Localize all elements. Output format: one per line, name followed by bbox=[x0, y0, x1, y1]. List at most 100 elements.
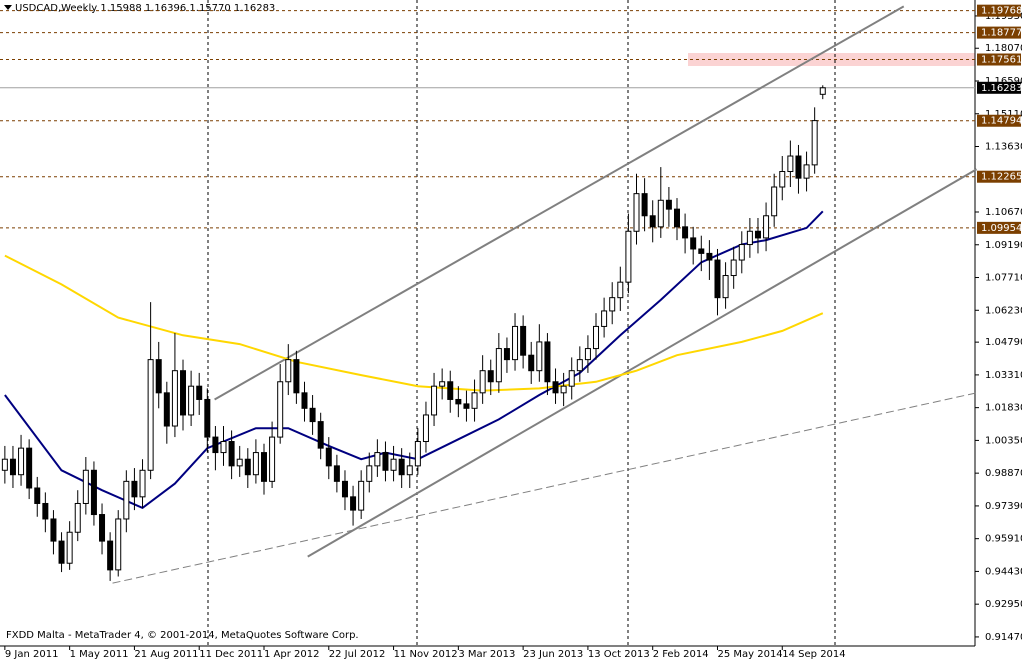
x-tick-label: 1 May 2011 bbox=[70, 649, 129, 660]
candle-body bbox=[155, 359, 162, 394]
level-label-box bbox=[977, 114, 1021, 127]
y-tick-label: 1.04790 bbox=[985, 337, 1022, 348]
candle-body bbox=[358, 480, 365, 511]
y-tick-label: 1.16590 bbox=[985, 76, 1022, 87]
x-tick-label: 13 Oct 2013 bbox=[588, 649, 650, 660]
candle-body bbox=[252, 452, 259, 476]
candle-body bbox=[50, 518, 57, 542]
candle-body bbox=[439, 381, 446, 387]
candle-body bbox=[236, 458, 243, 467]
candle-body bbox=[552, 381, 559, 394]
candle-body bbox=[479, 370, 486, 394]
candle-body bbox=[82, 469, 89, 504]
candle-body bbox=[163, 392, 170, 427]
candle-body bbox=[698, 248, 705, 254]
candle-body bbox=[131, 480, 138, 498]
candle-body bbox=[26, 447, 33, 489]
candle-body bbox=[690, 237, 697, 250]
candle-body bbox=[212, 436, 219, 454]
candle-body bbox=[568, 370, 575, 387]
y-tick-label: 1.06230 bbox=[985, 305, 1022, 316]
candle-body bbox=[657, 199, 664, 228]
trend-line bbox=[307, 168, 978, 558]
candle-body bbox=[107, 540, 114, 571]
candle-body bbox=[333, 465, 340, 482]
candle-body bbox=[633, 193, 640, 232]
candle-body bbox=[422, 414, 429, 443]
x-tick-label: 22 Jul 2012 bbox=[329, 649, 386, 660]
candle-body bbox=[123, 480, 130, 520]
x-tick-label: 1 Apr 2012 bbox=[264, 649, 319, 660]
candle-body bbox=[350, 496, 357, 511]
x-tick-label: 25 May 2014 bbox=[717, 649, 782, 660]
candle-body bbox=[447, 381, 454, 400]
candle-body bbox=[803, 164, 810, 179]
candle-body bbox=[171, 370, 178, 427]
candle-body bbox=[601, 310, 608, 327]
x-tick-label: 21 Aug 2011 bbox=[134, 649, 198, 660]
footer: FXDD Malta - MetaTrader 4, © 2001-2014, … bbox=[6, 630, 359, 641]
candle-body bbox=[512, 325, 519, 361]
candle-body bbox=[584, 348, 591, 361]
candle-body bbox=[180, 370, 187, 416]
candle-body bbox=[746, 230, 753, 246]
candle-body bbox=[706, 252, 713, 261]
candle-body bbox=[317, 421, 324, 449]
level-label: 1.12265 bbox=[981, 172, 1022, 183]
candle-body bbox=[301, 392, 308, 409]
candle-body bbox=[714, 259, 721, 299]
candle-body bbox=[455, 398, 462, 405]
candle-body bbox=[536, 341, 543, 372]
candle-body bbox=[487, 370, 494, 383]
level-label-box bbox=[977, 53, 1021, 66]
x-tick-label: 23 Jun 2013 bbox=[523, 649, 583, 660]
level-label: 1.17561 bbox=[981, 55, 1022, 66]
x-tick-label: 2 Feb 2014 bbox=[653, 649, 709, 660]
candle-body bbox=[520, 325, 527, 356]
candle-body bbox=[503, 348, 510, 361]
candle-body bbox=[366, 465, 373, 482]
candle-body bbox=[90, 469, 97, 516]
candle-body bbox=[463, 403, 470, 409]
chart-header: USDCAD,Weekly 1.15988 1.16396 1.15770 1.… bbox=[15, 3, 275, 14]
candle-body bbox=[9, 458, 16, 476]
candle-body bbox=[325, 447, 332, 467]
candle-body bbox=[382, 452, 389, 471]
menu-arrow[interactable] bbox=[4, 5, 12, 10]
candle-body bbox=[576, 359, 583, 372]
y-tick-label: 1.01830 bbox=[985, 403, 1022, 414]
y-tick-label: 1.03310 bbox=[985, 370, 1022, 381]
candle-body bbox=[682, 226, 689, 239]
x-tick-label: 11 Dec 2011 bbox=[199, 649, 263, 660]
candle-body bbox=[431, 385, 438, 416]
y-tick-label: 1.13630 bbox=[985, 142, 1022, 153]
candle-body bbox=[115, 518, 122, 571]
candle-body bbox=[763, 215, 770, 239]
candle-body bbox=[42, 502, 49, 520]
candle-body bbox=[722, 275, 729, 299]
level-label: 1.18777 bbox=[981, 28, 1022, 39]
candle-body bbox=[269, 436, 276, 482]
candle-body bbox=[819, 87, 826, 95]
y-tick-label: 1.18070 bbox=[985, 43, 1022, 54]
candle-body bbox=[617, 281, 624, 299]
candle-body bbox=[471, 392, 478, 409]
candle-body bbox=[341, 480, 348, 498]
level-label: 1.09954 bbox=[981, 223, 1022, 234]
candle-body bbox=[771, 186, 778, 217]
candle-body bbox=[196, 385, 203, 400]
y-tick-label: 0.91470 bbox=[985, 632, 1022, 643]
candle-body bbox=[787, 155, 794, 173]
y-tick-label: 1.07710 bbox=[985, 273, 1022, 284]
candle-body bbox=[406, 465, 413, 476]
candle-body bbox=[220, 441, 227, 454]
level-label: 1.16283 bbox=[981, 83, 1022, 94]
candle-body bbox=[99, 514, 106, 542]
